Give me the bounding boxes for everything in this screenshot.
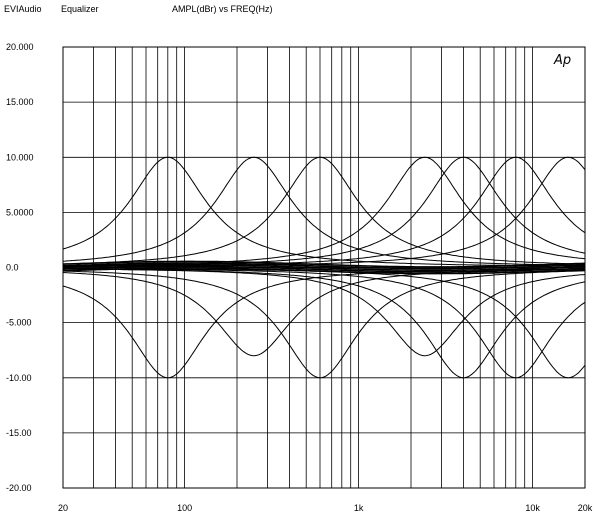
x-tick-label: 20 xyxy=(58,503,68,513)
y-tick-label: -20.00 xyxy=(6,483,32,493)
eq-band-curve xyxy=(62,268,586,357)
y-axis-ticks: 20.000 15.000 10.000 5.0000 0.0 -5.000 -10.00 -… xyxy=(6,42,34,493)
y-tick-label: -5.000 xyxy=(6,318,32,328)
eq-band-curve xyxy=(62,156,585,267)
x-tick-label: 1k xyxy=(354,503,364,513)
axes-title: AMPL(dBr) vs FREQ(Hz) xyxy=(172,4,273,14)
y-tick-label: -10.00 xyxy=(6,373,32,383)
flat-response-curve xyxy=(62,263,586,272)
eq-band-curve xyxy=(62,156,585,266)
y-tick-label: 0.0 xyxy=(6,263,19,273)
y-tick-label: 10.000 xyxy=(6,152,34,162)
eq-band-curve xyxy=(63,268,586,357)
x-tick-label: 10k xyxy=(525,503,540,513)
flat-response-curve xyxy=(62,260,586,268)
chart-title: Equalizer xyxy=(61,4,99,14)
eq-band-curve xyxy=(63,156,586,267)
eq-band-curve xyxy=(63,270,585,379)
eq-band-curve xyxy=(62,268,585,379)
flat-response-curve xyxy=(62,267,586,275)
eq-band-curve xyxy=(63,156,586,267)
eq-band-curve xyxy=(63,268,586,379)
y-tick-label: -15.00 xyxy=(6,428,32,438)
x-tick-label: 100 xyxy=(177,503,192,513)
app-name: EVIAudio xyxy=(4,4,42,14)
eq-band-curve xyxy=(63,268,586,379)
eq-band-curve xyxy=(63,156,585,265)
eq-band-curve xyxy=(62,156,586,268)
eq-band-curve xyxy=(62,267,586,379)
x-axis-ticks: 20 100 1k 10k 20k xyxy=(58,503,593,513)
x-tick-label: 20k xyxy=(578,503,593,513)
flat-response-curve xyxy=(63,262,586,270)
eq-band-curve xyxy=(62,156,586,267)
y-tick-label: 5.0000 xyxy=(6,207,34,217)
y-tick-label: 15.000 xyxy=(6,97,34,107)
y-tick-label: 20.000 xyxy=(6,42,34,52)
response-curves xyxy=(62,156,586,379)
audio-precision-logo: Ap xyxy=(553,53,571,68)
flat-response-curve xyxy=(62,265,586,273)
